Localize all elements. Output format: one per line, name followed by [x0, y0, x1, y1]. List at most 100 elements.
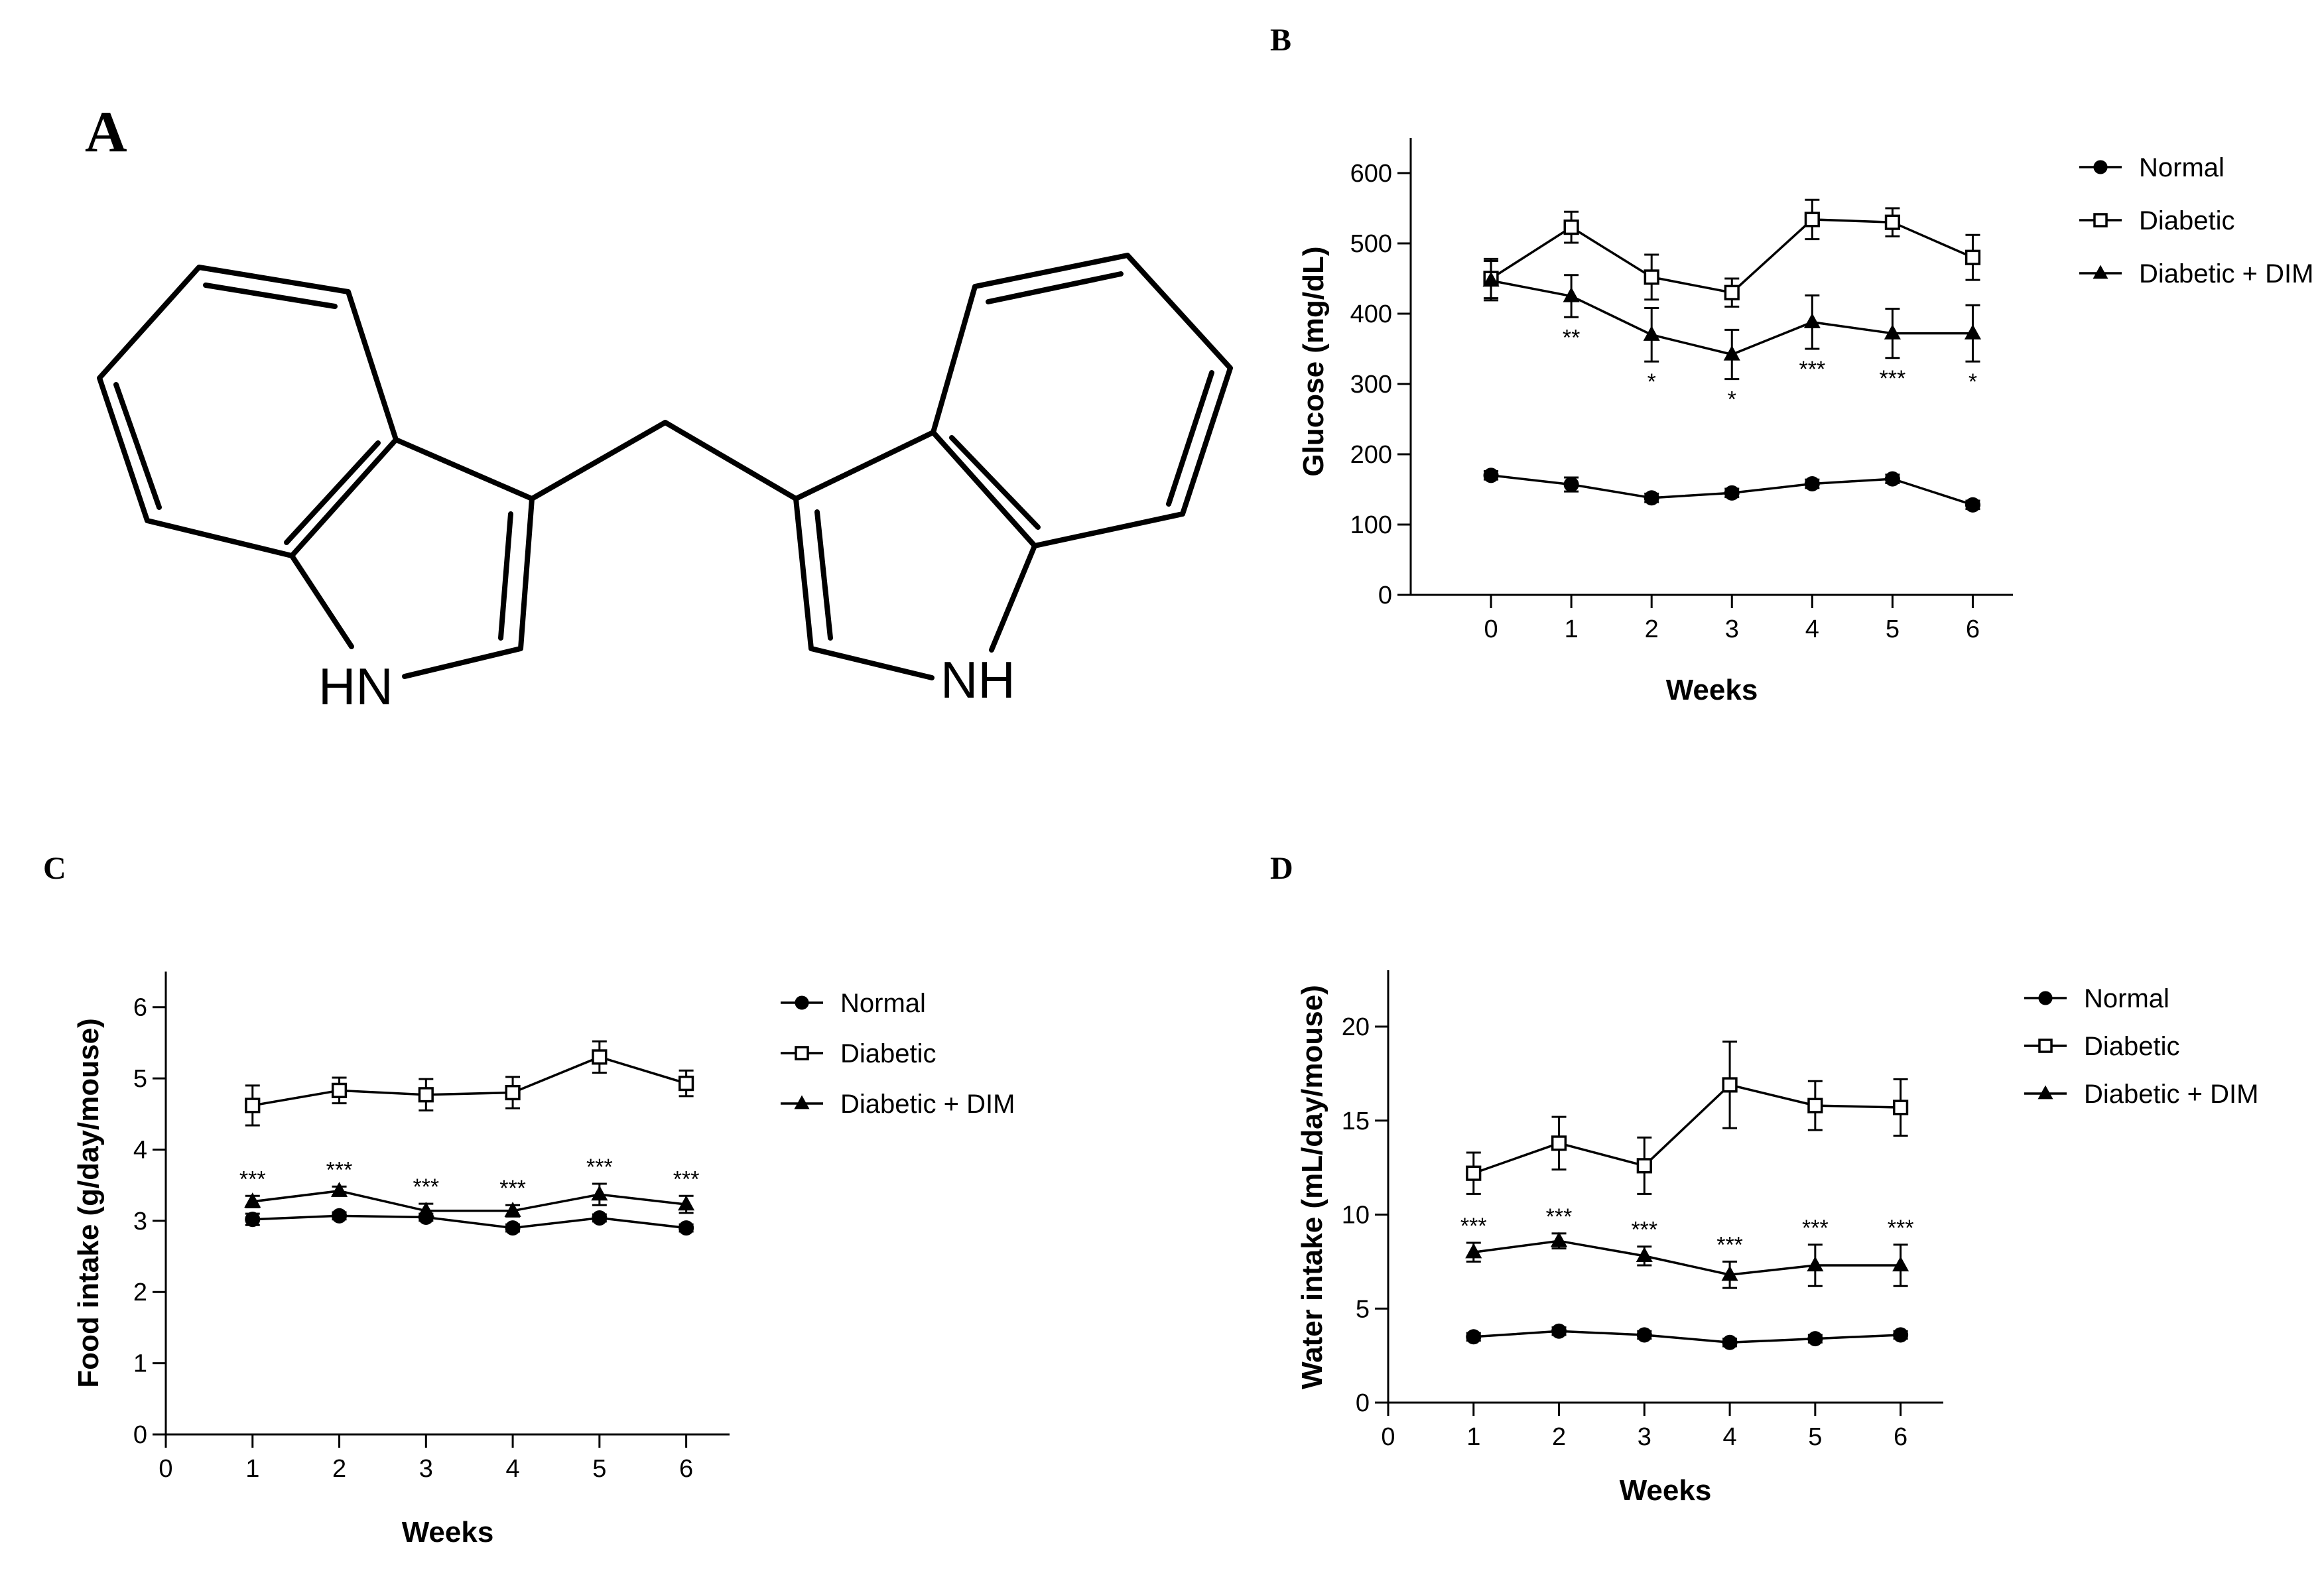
legend-label: Normal	[2084, 984, 2169, 1013]
significance-label: **	[1563, 325, 1580, 350]
y-tick-label: 1	[133, 1350, 147, 1378]
legend-item-normal: Normal	[2024, 984, 2169, 1013]
significance-label: ***	[413, 1174, 439, 1200]
legend-label: Diabetic	[840, 1039, 936, 1068]
series-normal	[1483, 468, 1980, 513]
data-point	[505, 1220, 521, 1236]
data-point	[1722, 1077, 1738, 1093]
right-benzene-double-bond	[1166, 370, 1214, 507]
panel-letter-c: C	[43, 851, 66, 886]
data-point	[1803, 313, 1821, 328]
x-tick-label: 4	[1723, 1423, 1737, 1451]
right-benzene-double-bond	[986, 271, 1124, 304]
x-tick-label: 3	[419, 1455, 433, 1483]
series-normal	[1466, 1323, 1909, 1350]
right-benzene-double-bond	[949, 435, 1041, 530]
x-tick-label: 3	[1725, 615, 1739, 643]
legend-label: Normal	[840, 989, 926, 1018]
data-point	[1721, 1265, 1738, 1281]
data-point	[1724, 285, 1740, 300]
x-tick-label: 0	[159, 1455, 172, 1483]
data-point	[1807, 1256, 1824, 1272]
data-point	[1465, 1243, 1482, 1259]
data-point	[417, 1202, 434, 1217]
significance-label: ***	[1546, 1204, 1573, 1230]
legend: Normal Diabetic Diabetic + DIM	[781, 989, 1015, 1119]
data-point	[332, 1208, 348, 1224]
legend-item-normal: Normal	[781, 989, 926, 1018]
data-point	[1644, 269, 1659, 285]
series-line	[1473, 1083, 1901, 1174]
y-tick-label: 5	[133, 1065, 147, 1093]
x-tick-label: 2	[1552, 1423, 1566, 1451]
series-line	[1473, 1239, 1901, 1277]
data-point	[1893, 1327, 1909, 1343]
x-axis-label: Weeks	[1620, 1474, 1712, 1507]
data-point	[1482, 271, 1500, 287]
y-tick-label: 4	[133, 1136, 147, 1164]
data-point	[1550, 1232, 1568, 1247]
significance-label: ***	[1802, 1216, 1829, 1241]
significance-label: ***	[1460, 1214, 1487, 1239]
data-point	[592, 1049, 608, 1065]
x-tick-label: 5	[1808, 1423, 1822, 1451]
significance-label: ***	[326, 1157, 353, 1182]
x-tick-label: 6	[1894, 1423, 1907, 1451]
x-tick-label: 6	[1966, 615, 1980, 643]
legend-marker	[794, 1095, 810, 1109]
data-point	[1965, 497, 1980, 513]
data-point	[592, 1210, 608, 1226]
series-diabetic-dim	[244, 1182, 695, 1220]
data-point	[245, 1212, 261, 1228]
series-diabetic	[245, 1040, 694, 1127]
atom-label-nh: NH	[940, 651, 1015, 709]
series-diabetic	[1466, 1041, 1909, 1195]
x-tick-label: 5	[592, 1455, 606, 1483]
significance-label: ***	[1716, 1232, 1743, 1257]
y-tick-label: 10	[1342, 1202, 1370, 1230]
data-point	[1723, 345, 1740, 361]
x-tick-label: 4	[506, 1455, 520, 1483]
data-point	[1466, 1329, 1482, 1345]
data-point	[1807, 1098, 1823, 1113]
methylene-bridge	[529, 420, 799, 501]
data-point	[245, 1098, 261, 1113]
legend-item-diabetic-dim: Diabetic + DIM	[2079, 259, 2313, 288]
data-point	[1563, 220, 1579, 235]
data-point	[1551, 1135, 1567, 1151]
food-intake-chart: 0 1 2 3 4 5 6 0 1 2 3 4 5 6 Weeks Food intake (g/day/mo…	[72, 972, 1015, 1549]
significance-label: ***	[1799, 357, 1825, 382]
x-axis-label: Weeks	[402, 1516, 494, 1549]
y-tick-label: 600	[1350, 160, 1392, 188]
significance-label: *	[1647, 369, 1656, 395]
legend-item-normal: Normal	[2079, 153, 2225, 182]
y-tick-label: 5	[1356, 1295, 1370, 1323]
data-point	[1563, 477, 1579, 493]
data-point	[1804, 476, 1820, 492]
significance-label: ***	[1888, 1216, 1914, 1241]
data-point	[678, 1220, 694, 1236]
legend-item-diabetic: Diabetic	[781, 1039, 936, 1068]
legend: Normal Diabetic Diabetic + DIM	[2079, 153, 2313, 288]
legend-marker	[2093, 213, 2108, 227]
legend-label: Diabetic + DIM	[2084, 1080, 2258, 1109]
right-pyrrole-double-bond	[814, 509, 833, 641]
panel-letter-a: A	[85, 100, 127, 164]
legend-label: Diabetic + DIM	[840, 1090, 1015, 1119]
data-point	[591, 1185, 608, 1201]
series-normal	[245, 1208, 694, 1236]
left-pyrrole-ring	[393, 437, 535, 679]
x-tick-label: 3	[1638, 1423, 1651, 1451]
data-point	[1807, 1331, 1823, 1347]
data-point	[1884, 324, 1901, 340]
data-point	[678, 1076, 694, 1092]
legend-marker	[795, 1046, 809, 1060]
data-point	[1804, 212, 1820, 227]
significance-label: ***	[1631, 1218, 1657, 1243]
left-benzene-double-bond	[113, 382, 162, 510]
data-point	[1884, 471, 1900, 487]
x-tick-label: 0	[1484, 615, 1498, 643]
data-point	[244, 1192, 261, 1208]
series-line	[252, 1214, 686, 1230]
legend-item-diabetic-dim: Diabetic + DIM	[781, 1090, 1015, 1119]
